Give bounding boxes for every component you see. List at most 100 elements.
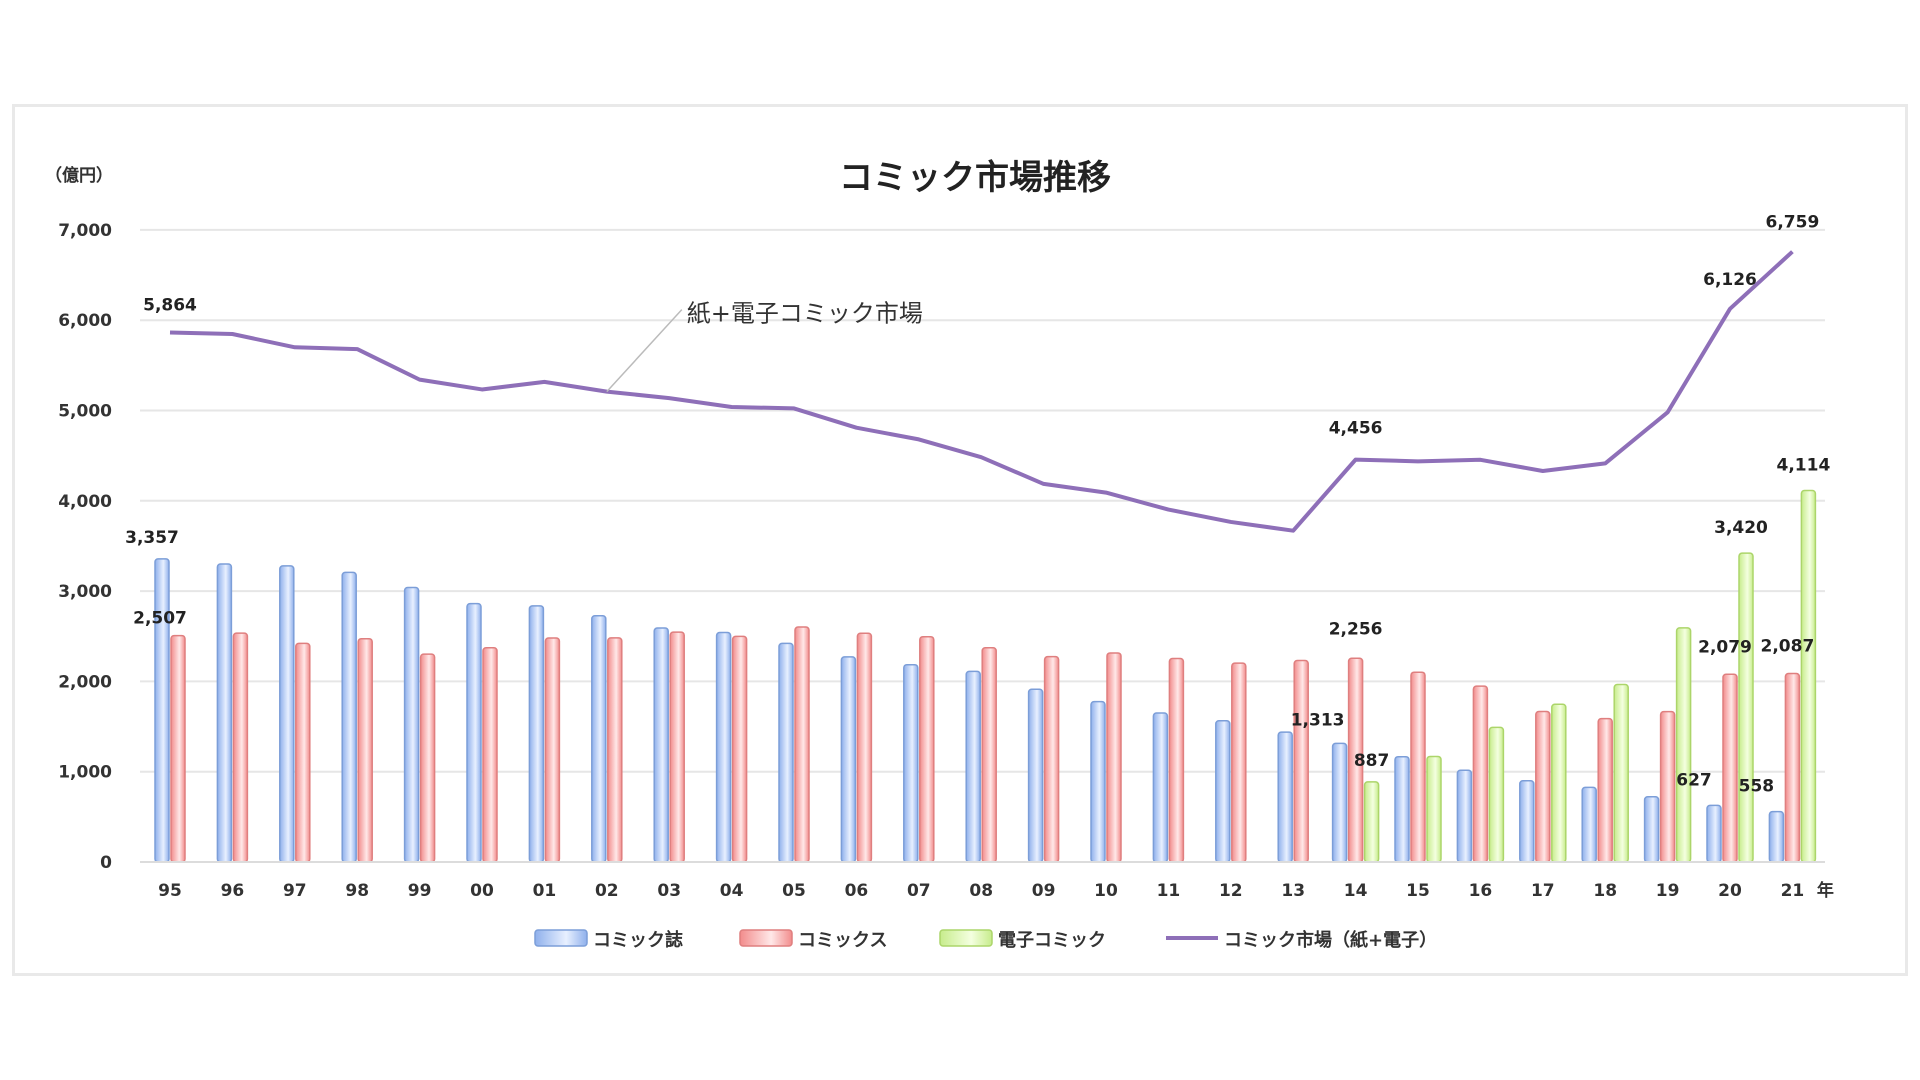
legend-item-comics[interactable]: コミックス — [739, 929, 887, 951]
y-tick-label: 6,000 — [58, 311, 112, 331]
comics-bar — [1659, 710, 1676, 863]
comics-bar — [1784, 672, 1801, 863]
y-tick-label: 7,000 — [58, 221, 112, 241]
x-tick-label: 05 — [782, 881, 806, 901]
x-tick-label: 96 — [221, 881, 245, 901]
x-tick-label: 17 — [1531, 881, 1555, 901]
magazine-bar — [528, 605, 545, 863]
legend-label: コミック誌 — [593, 929, 683, 951]
magazine-bar — [965, 670, 981, 863]
magazine-bar — [653, 627, 669, 863]
x-tick-label: 99 — [408, 881, 432, 901]
data-label: 5,864 — [143, 295, 197, 315]
comics-bar — [1293, 659, 1309, 863]
legend-item-digital[interactable]: 電子コミック — [939, 929, 1106, 951]
legend-label: コミックス — [798, 930, 887, 951]
digital-bar — [1426, 755, 1442, 863]
data-label: 887 — [1354, 751, 1390, 771]
data-label: 6,759 — [1766, 213, 1820, 233]
legend-swatch — [939, 929, 993, 947]
data-labels: 3,357 2,507 5,864 4,456 2,256 1,313 887 6,126 3,… — [125, 213, 1830, 797]
magazine-bar — [1277, 731, 1293, 863]
legend: コミック誌 コミックス 電子コミック コミック市場（紙+電子） — [534, 929, 1437, 951]
x-tick-label: 97 — [283, 881, 307, 901]
x-tick-label: 14 — [1344, 881, 1368, 901]
comics-bar — [1722, 673, 1738, 863]
digital-bar — [1363, 781, 1380, 863]
magazine-bar — [1027, 688, 1044, 863]
comics-bar — [482, 647, 498, 863]
y-tick-label: 2,000 — [58, 672, 112, 692]
magazine-bar — [1152, 712, 1169, 863]
x-tick-label: 04 — [720, 881, 744, 901]
comics-bar — [1106, 652, 1122, 863]
data-label: 2,079 — [1698, 637, 1752, 657]
y-tick-label: 5,000 — [58, 402, 112, 422]
magazine-bar — [279, 565, 295, 863]
y-tick-label: 0 — [100, 853, 112, 873]
x-tick-label: 21 — [1781, 881, 1805, 901]
comics-bar — [794, 626, 810, 863]
data-label: 4,456 — [1329, 419, 1383, 439]
data-label: 2,256 — [1329, 619, 1383, 639]
comics-bar — [170, 634, 186, 863]
x-tick-label: 03 — [657, 881, 681, 901]
x-tick-label: 98 — [345, 881, 369, 901]
data-label: 3,357 — [125, 528, 179, 548]
comics-bar — [1597, 717, 1613, 863]
comics-bar — [731, 635, 748, 863]
market-total-line — [169, 250, 1794, 533]
x-tick-label: 09 — [1032, 881, 1056, 901]
y-axis: 0 1,000 2,000 3,000 4,000 5,000 6,000 7,000 — [58, 221, 112, 873]
comics-bar — [669, 631, 685, 863]
comics-bar — [981, 647, 997, 863]
x-tick-label: 08 — [969, 881, 993, 901]
magazine-bar — [1090, 700, 1106, 863]
magazine-bar — [154, 558, 170, 863]
x-tick-label: 13 — [1281, 881, 1305, 901]
digital-bar — [1800, 489, 1817, 863]
magazine-bar — [1768, 810, 1785, 863]
magazine-bar — [591, 615, 607, 863]
magazine-bar — [1215, 720, 1231, 863]
comics-bar — [1410, 671, 1426, 863]
line-annotation: 紙+電子コミック市場 — [606, 300, 923, 393]
digital-bar — [1551, 703, 1567, 863]
x-tick-label: 00 — [470, 881, 494, 901]
x-axis: 95 96 97 98 99 00 01 02 03 04 05 06 07 08 09 10 11 12 13 14… — [140, 861, 1834, 901]
market-line — [169, 250, 1794, 533]
legend-swatch — [739, 929, 793, 947]
x-tick-label: 16 — [1469, 881, 1493, 901]
data-label: 2,087 — [1761, 637, 1815, 657]
y-tick-label: 1,000 — [58, 763, 112, 783]
comics-bar — [1043, 655, 1060, 863]
legend-label: 電子コミック — [998, 930, 1106, 951]
annotation-leader-line — [606, 309, 683, 393]
magazine-bar — [466, 602, 482, 863]
data-label: 3,420 — [1714, 518, 1768, 538]
chart-title: コミック市場推移 — [839, 158, 1111, 198]
legend-item-magazine[interactable]: コミック誌 — [534, 929, 683, 951]
magazine-bar — [778, 642, 794, 863]
chart-frame: 0 1,000 2,000 3,000 4,000 5,000 6,000 7,000 3,3… — [12, 104, 1908, 976]
comics-bar — [856, 632, 873, 863]
comics-bar — [295, 642, 311, 863]
digital-bar — [1738, 552, 1754, 863]
magazine-bar — [840, 656, 857, 863]
comics-bar — [1535, 710, 1551, 863]
comic-market-chart: 0 1,000 2,000 3,000 4,000 5,000 6,000 7,000 3,3… — [45, 158, 1834, 951]
magazine-bar — [1706, 804, 1722, 863]
x-tick-label: 02 — [595, 881, 619, 901]
data-label: 2,507 — [133, 609, 187, 629]
magazine-bar — [216, 563, 233, 863]
magazine-bar — [715, 631, 732, 863]
magazine-bar — [1643, 796, 1660, 863]
x-tick-label: 19 — [1656, 881, 1680, 901]
comics-bar — [419, 653, 436, 863]
legend-label: コミック市場（紙+電子） — [1224, 929, 1437, 951]
x-tick-label: 20 — [1718, 881, 1742, 901]
legend-item-total[interactable]: コミック市場（紙+電子） — [1166, 929, 1437, 951]
x-tick-label: 18 — [1593, 881, 1617, 901]
y-unit-label: （億円） — [45, 165, 113, 186]
legend-swatch — [534, 929, 588, 947]
